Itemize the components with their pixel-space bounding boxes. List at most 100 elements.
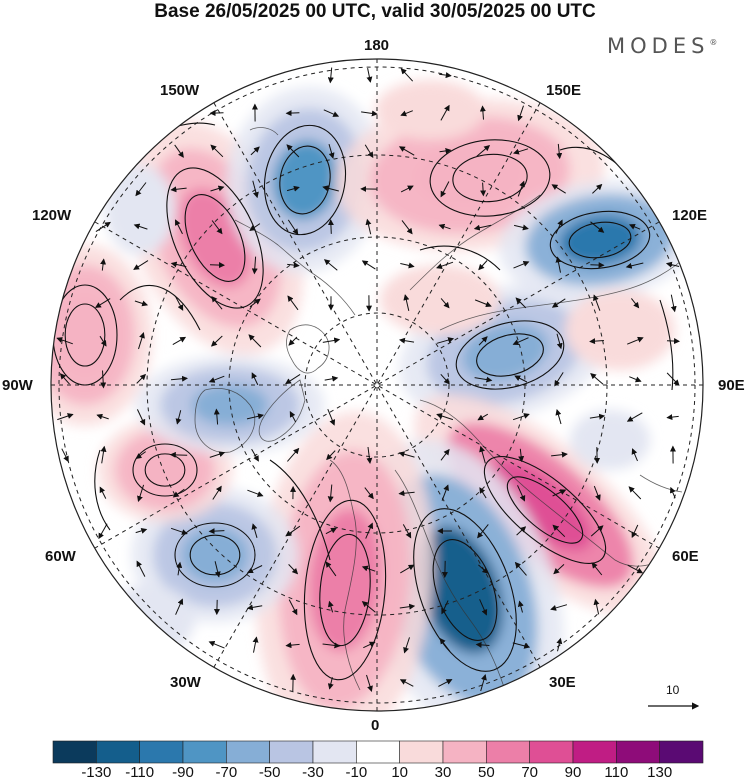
wind-arrow xyxy=(552,524,566,538)
registered-mark: ® xyxy=(709,38,718,47)
wind-arrow xyxy=(61,448,69,463)
wind-arrow xyxy=(170,261,187,268)
wind-arrow xyxy=(553,564,565,575)
wind-arrow xyxy=(513,148,529,155)
wind-arrow xyxy=(516,526,527,536)
streamline xyxy=(269,459,331,561)
anomaly-patch xyxy=(565,290,675,370)
wind-arrow xyxy=(100,370,107,389)
wind-arrow xyxy=(551,298,566,308)
wind-arrow xyxy=(212,485,222,500)
colorbar-tick-label: 30 xyxy=(434,764,452,781)
wind-arrow xyxy=(324,375,339,382)
lon-label-120e: 120E xyxy=(672,207,708,224)
wind-arrow xyxy=(439,72,452,79)
wind-arrow xyxy=(398,451,415,458)
wind-arrow xyxy=(175,219,183,235)
wind-arrow xyxy=(138,332,145,350)
wind-arrow xyxy=(366,446,373,464)
wind-arrow xyxy=(327,600,334,613)
wind-arrow xyxy=(592,183,603,194)
wind-arrow xyxy=(440,373,450,385)
wind-arrow xyxy=(99,335,107,347)
wind-arrow xyxy=(590,221,605,233)
wind-arrow xyxy=(513,224,529,231)
wind-arrow xyxy=(361,601,376,613)
wind-arrow xyxy=(361,110,378,117)
wind-arrow xyxy=(133,223,148,230)
wind-arrow xyxy=(478,260,488,271)
wind-arrow xyxy=(323,109,340,117)
polar-map xyxy=(50,58,704,712)
streamline xyxy=(64,303,106,367)
colorbar-tick-label: 90 xyxy=(564,764,582,781)
wind-arrow xyxy=(517,600,524,613)
streamline xyxy=(184,194,246,282)
wind-arrow xyxy=(251,372,259,386)
colorbar-swatch xyxy=(572,740,617,764)
wind-arrow xyxy=(517,485,526,502)
wind-arrow xyxy=(325,561,337,577)
wind-arrow xyxy=(287,295,299,311)
wind-arrow xyxy=(251,523,258,538)
wind-arrow xyxy=(479,105,486,120)
colorbar-swatch xyxy=(182,740,227,764)
wind-arrow xyxy=(476,144,491,157)
wind-arrow xyxy=(208,641,225,649)
wind-arrow xyxy=(252,636,259,653)
wind-arrow xyxy=(136,560,146,577)
wind-arrow xyxy=(248,334,262,348)
wind-arrow xyxy=(100,258,107,271)
wind-arrow xyxy=(550,604,568,611)
wind-arrow xyxy=(669,486,676,499)
wind-arrow xyxy=(555,409,562,425)
wind-arrow xyxy=(327,409,336,426)
wind-arrow xyxy=(666,372,680,386)
wind-arrow xyxy=(209,451,226,458)
wind-arrow xyxy=(670,294,677,313)
streamline xyxy=(659,299,674,391)
wind-arrow xyxy=(517,180,525,197)
colorbar-swatch xyxy=(529,740,574,764)
anomaly-core xyxy=(137,448,193,492)
wind-arrow xyxy=(441,600,449,615)
wind-arrow xyxy=(666,414,679,421)
streamline xyxy=(413,508,517,672)
wind-arrow xyxy=(285,525,301,537)
wind-arrow xyxy=(169,451,188,458)
wind-arrow xyxy=(364,487,374,500)
wind-arrow xyxy=(628,224,641,230)
wind-arrow xyxy=(480,674,487,692)
wind-arrow xyxy=(135,527,148,534)
wind-arrow xyxy=(247,489,264,497)
wind-arrow xyxy=(364,144,374,159)
wind-arrow xyxy=(512,413,530,421)
colorbar-swatch xyxy=(486,740,530,764)
wind-arrow xyxy=(400,262,415,269)
wind-arrow xyxy=(590,373,604,385)
streamline xyxy=(174,522,256,588)
wind-arrow xyxy=(285,110,300,117)
lon-label-120w: 120W xyxy=(32,207,72,224)
colorbar xyxy=(52,740,704,764)
wind-arrow xyxy=(666,338,680,345)
wind-arrow xyxy=(100,445,107,464)
wind-arrow xyxy=(59,373,70,385)
wind-arrow xyxy=(474,376,493,383)
wind-arrow xyxy=(175,410,182,425)
wind-arrow xyxy=(400,68,414,82)
wind-arrow xyxy=(323,259,338,271)
colorbar-tick-label: 10 xyxy=(391,764,408,781)
wind-arrow xyxy=(249,298,261,308)
wind-arrow xyxy=(208,528,225,535)
lon-label-0: 0 xyxy=(371,717,380,734)
wind-arrow xyxy=(287,262,300,269)
streamline xyxy=(132,443,198,497)
streamline xyxy=(568,221,632,259)
wind-arrow xyxy=(589,413,606,420)
colorbar-swatch xyxy=(269,740,314,764)
wind-arrow xyxy=(518,448,525,463)
wind-arrow xyxy=(593,294,601,311)
wind-arrow xyxy=(170,527,188,535)
wind-arrow xyxy=(665,261,680,268)
